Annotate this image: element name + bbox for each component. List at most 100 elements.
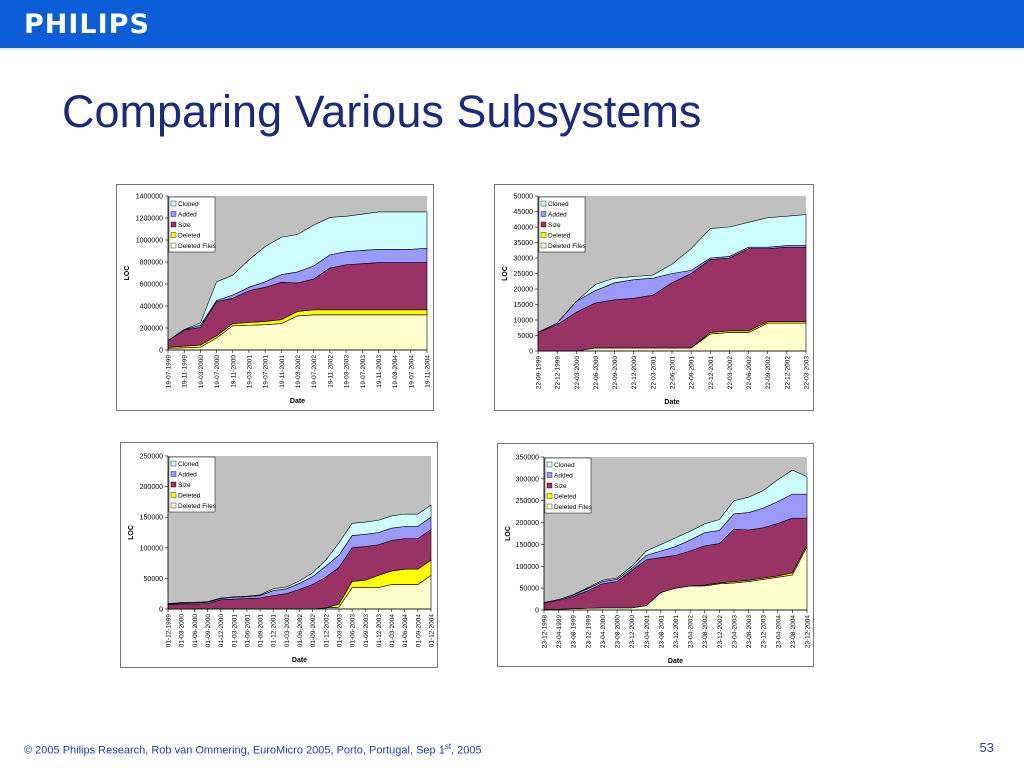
chart-2-x-tick-label: 22-12-1999 [555, 356, 562, 390]
chart-4-x-axis-title: Date [668, 658, 683, 665]
chart-2-legend-swatch-deleted-files [540, 242, 547, 249]
chart-3-svg: 0 50000 100000 150000 200000 250000 01-12-1999… [128, 454, 436, 665]
chart-3-x-tick-label: 01-12-2003 [376, 614, 383, 648]
chart-4-x-tick-label: 23-12-2000 [629, 615, 636, 649]
chart-4-legend-swatch-size [546, 482, 553, 489]
chart-3-x-tick-label: 01-06-2003 [350, 614, 357, 648]
chart-4-x-tick-label: 23-04-2003 [731, 615, 738, 649]
chart-2-x-tick-label: 22-03-2000 [574, 356, 581, 390]
chart-3: 0 50000 100000 150000 200000 250000 01-12-1999… [120, 442, 438, 668]
chart-1-y-tick-label: 1400000 [136, 194, 163, 201]
chart-1-x-tick-label: 19-07-2002 [311, 355, 318, 389]
chart-3-x-tick-label: 01-06-2001 [244, 614, 251, 648]
chart-2-x-tick-label: 22-06-2000 [593, 356, 600, 390]
chart-4-x-tick-label: 23-12-2003 [761, 615, 768, 649]
chart-1-y-tick-label: 1200000 [136, 216, 163, 223]
chart-4-legend-swatch-added [546, 472, 553, 478]
chart-2-x-tick-label: 22-03-2003 [804, 356, 811, 390]
chart-1-x-tick-label: 19-11-2004 [425, 355, 432, 388]
chart-1-y-tick-label: 400000 [140, 304, 163, 311]
chart-1-legend-swatch-added [170, 211, 177, 217]
chart-4-area-cloned [543, 469, 808, 603]
chart-2-x-tick-label: 22-09-2001 [689, 356, 696, 390]
chart-1-legend-swatch-deleted [170, 232, 177, 238]
chart-2-y-tick-label: 40000 [514, 225, 534, 232]
chart-3-x-tick-label: 01-06-2002 [297, 614, 304, 648]
chart-2-x-tick-label: 22-12-2000 [631, 356, 638, 390]
chart-1-x-tick-label: 19-11-2002 [327, 355, 334, 388]
chart-3-legend-label-size: Size [178, 482, 191, 489]
chart-3-x-tick-label: 01-06-2004 [402, 614, 409, 648]
chart-2-y-tick-label: 15000 [514, 302, 534, 309]
chart-1-x-tick-label: 19-11-2001 [279, 355, 286, 388]
chart-3-legend-label-deleted: Deleted [178, 493, 201, 500]
chart-4-legend-swatch-deleted-files [546, 503, 553, 510]
chart-4-x-tick-label: 23-04-2000 [600, 615, 607, 649]
chart-3-x-tick-label: 01-06-2000 [192, 614, 199, 648]
chart-1-legend-label-cloned: Cloned [178, 201, 199, 208]
chart-1-y-axis-title: LOC [124, 266, 131, 281]
chart-4-x-tick-label: 23-08-2004 [790, 615, 797, 649]
chart-3-y-tick-label: 250000 [140, 454, 163, 461]
chart-3-x-tick-label: 01-03-2001 [231, 614, 238, 648]
chart-3-x-axis-title: Date [292, 657, 307, 664]
chart-4-y-tick-label: 0 [535, 608, 539, 615]
chart-3-legend-box [168, 456, 216, 513]
chart-1-legend-box [168, 196, 216, 253]
chart-4-y-tick-label: 350000 [516, 455, 539, 462]
chart-1-legend-swatch-size [170, 221, 177, 228]
chart-3-legend-label-deleted-files: Deleted Files [178, 503, 217, 510]
chart-3-legend-swatch-deleted-files [170, 502, 177, 509]
chart-2-legend-label-deleted: Deleted [548, 233, 571, 240]
chart-3-y-axis-title: LOC [128, 525, 135, 540]
chart-1-legend-label-deleted-files: Deleted Files [178, 243, 217, 250]
chart-2-y-tick-label: 20000 [514, 287, 534, 294]
chart-4-x-tick-label: 23-04-2004 [775, 615, 782, 649]
chart-4-x-tick-label: 23-04-2002 [688, 615, 695, 649]
chart-3-x-tick-label: 01-12-2000 [218, 614, 225, 648]
chart-4-legend-box [544, 457, 592, 514]
chart-1-legend-label-added: Added [178, 212, 197, 219]
chart-2-y-tick-label: 5000 [517, 333, 533, 340]
chart-4-y-tick-label: 150000 [516, 542, 539, 549]
chart-1-x-tick-label: 19-03-2000 [198, 355, 205, 389]
chart-4-x-tick-label: 23-08-2002 [702, 615, 709, 649]
chart-1-x-tick-label: 19-03-2001 [246, 355, 253, 389]
footer-text-after: , 2005 [451, 744, 482, 757]
chart-3-legend-label-added: Added [178, 472, 197, 479]
chart-1-y-tick-label: 600000 [140, 282, 163, 289]
chart-3-x-tick-label: 01-09-2001 [258, 614, 265, 648]
chart-2-x-tick-label: 22-09-2002 [765, 356, 772, 390]
chart-3-y-tick-label: 0 [159, 607, 163, 614]
chart-4-legend-label-deleted: Deleted [554, 494, 577, 501]
chart-4-x-tick-label: 23-12-1998 [542, 615, 549, 649]
chart-4-y-tick-label: 50000 [520, 586, 540, 593]
chart-2-y-tick-label: 45000 [514, 209, 534, 216]
chart-2-x-axis-title: Date [664, 399, 679, 406]
chart-1-x-tick-label: 19-07-2001 [263, 355, 270, 389]
chart-3-legend-swatch-size [170, 481, 177, 488]
chart-4: 0 50000 100000 150000 200000 250000 300000 3500… [497, 443, 814, 667]
chart-2-legend-swatch-size [540, 221, 547, 228]
chart-1-y-tick-label: 200000 [140, 326, 163, 333]
chart-1-x-tick-label: 19-03-2004 [392, 355, 399, 389]
chart-3-area-cloned [167, 504, 432, 605]
chart-2-legend-swatch-added [540, 211, 547, 217]
header-rule [0, 48, 1024, 50]
chart-4-x-tick-label: 23-08-1999 [571, 615, 578, 649]
chart-1: 0 200000 400000 600000 800000 1000000 1200000 1… [116, 184, 434, 411]
chart-3-x-tick-label: 01-12-2001 [271, 614, 278, 648]
footer-credit: © 2005 Philips Research, Rob van Ommerin… [24, 742, 482, 757]
chart-1-y-tick-label: 800000 [140, 260, 163, 267]
chart-1-area-cloned [167, 211, 428, 341]
chart-1-x-tick-label: 19-07-1999 [166, 355, 173, 389]
chart-3-legend-swatch-deleted [170, 492, 177, 498]
chart-2-x-tick-label: 22-03-2002 [727, 356, 734, 390]
chart-4-legend-swatch-cloned [546, 461, 553, 468]
chart-2-legend-label-added: Added [548, 212, 567, 219]
chart-1-y-tick-label: 1000000 [136, 238, 163, 245]
chart-4-x-tick-label: 23-08-2001 [658, 615, 665, 649]
chart-3-x-tick-label: 01-09-2004 [415, 614, 422, 648]
header-bar: PHILIPS [0, 0, 1024, 50]
chart-3-x-tick-label: 01-12-1999 [166, 614, 173, 648]
